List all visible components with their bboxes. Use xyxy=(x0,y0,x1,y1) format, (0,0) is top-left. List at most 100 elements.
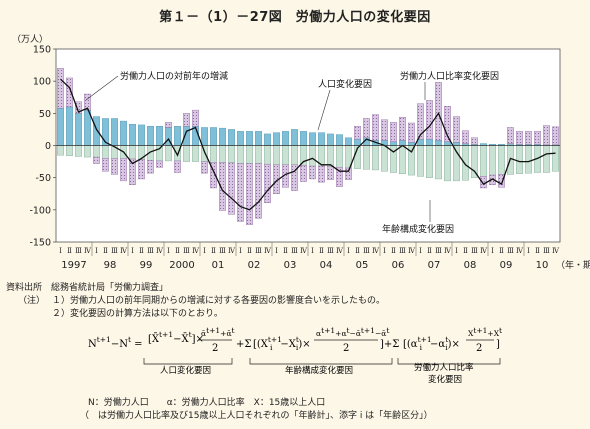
bar-participation xyxy=(120,158,127,182)
bar-participation xyxy=(534,131,541,145)
x-year-label: 02 xyxy=(248,260,261,271)
x-quarter-label: Ⅳ xyxy=(372,247,380,255)
x-quarter-label: Ⅲ xyxy=(219,247,226,255)
formula-label-part-1: 労働力人口比率 xyxy=(414,362,474,373)
bar-participation xyxy=(246,163,253,225)
x-quarter-label: Ⅰ xyxy=(527,247,530,255)
bar-participation xyxy=(354,125,361,140)
x-quarter-label: Ⅳ xyxy=(120,247,128,255)
bar-participation xyxy=(417,103,424,140)
bar-participation xyxy=(147,160,154,174)
chart-line xyxy=(60,78,556,211)
formula-term-part: [(αt+1 i −αt i)× xyxy=(403,335,460,352)
bar-participation xyxy=(453,116,460,143)
formula-frac3-num: Xt+1+Xt xyxy=(468,326,502,338)
x-year-label: 98 xyxy=(104,260,117,271)
x-quarter-label: Ⅱ xyxy=(463,247,468,255)
x-year-label: 10 xyxy=(536,260,549,271)
bar-participation xyxy=(75,101,82,114)
x-year-label: 1997 xyxy=(61,260,86,271)
bar-participation xyxy=(426,100,433,140)
formula-label-part-2: 変化要因 xyxy=(428,374,462,385)
note-head: （注） xyxy=(18,296,46,306)
bar-participation xyxy=(210,162,217,189)
y-tick-label: 150 xyxy=(33,45,51,56)
bar-participation xyxy=(57,68,64,109)
x-year-label: 06 xyxy=(392,260,405,271)
formula-label-pop: 人口変化要因 xyxy=(160,365,211,376)
formula-term-age: [(Xt+1 i −Xt i)× xyxy=(253,335,311,352)
x-quarter-label: Ⅲ xyxy=(435,247,442,255)
x-quarter-label: Ⅰ xyxy=(347,247,350,255)
x-quarter-label: Ⅱ xyxy=(67,247,72,255)
bar-participation xyxy=(345,167,352,180)
x-quarter-label: Ⅰ xyxy=(383,247,386,255)
bar-participation xyxy=(183,113,190,127)
x-quarter-label: Ⅳ xyxy=(336,247,344,255)
x-year-label: 09 xyxy=(500,260,513,271)
x-quarter-label: Ⅲ xyxy=(363,247,370,255)
y-tick-label: -100 xyxy=(29,205,51,216)
x-year-label: 08 xyxy=(464,260,477,271)
bar-participation xyxy=(552,126,559,146)
formula-lhs: Nt+1−Nt = xyxy=(88,335,143,350)
formula-frac2-num: αt+1+αt−ᾱt+1−ᾱt xyxy=(316,326,389,338)
bar-participation xyxy=(138,159,145,180)
line-labor-force-change xyxy=(60,78,556,211)
bar-participation xyxy=(462,130,469,144)
x-quarter-label: Ⅲ xyxy=(255,247,262,255)
x-quarter-label: Ⅱ xyxy=(535,247,540,255)
definitions-line-2: （ は労働力人口比率及び15歳以上人口それぞれの「年齢計」、添字 i は「年齢区… xyxy=(80,411,433,421)
formula-term-pop: [X̄t+1−X̄t]× xyxy=(148,330,204,345)
x-quarter-label: Ⅳ xyxy=(300,247,308,255)
x-quarter-label: Ⅱ xyxy=(103,247,108,255)
bar-participation xyxy=(255,163,262,219)
x-quarter-label: Ⅰ xyxy=(203,247,206,255)
x-quarter-label: Ⅲ xyxy=(327,247,334,255)
bar-participation xyxy=(300,165,307,182)
x-quarter-label: Ⅳ xyxy=(264,247,272,255)
x-quarter-label: Ⅱ xyxy=(247,247,252,255)
note-2: ２）変化要因の計算方法は以下のとおり。 xyxy=(52,309,223,319)
x-year-label: 07 xyxy=(428,260,441,271)
x-quarter-label: Ⅳ xyxy=(480,247,488,255)
bar-participation xyxy=(507,127,514,144)
bar-participation xyxy=(156,160,163,168)
bar-participation xyxy=(471,137,478,145)
x-year-label: 99 xyxy=(140,260,153,271)
bar-participation xyxy=(390,122,397,142)
svg-text:+Σ: +Σ xyxy=(236,339,251,350)
x-suffix-label: （年・期） xyxy=(556,259,590,271)
svg-text:2: 2 xyxy=(476,343,482,354)
bar-participation xyxy=(66,77,73,108)
bar-participation xyxy=(363,118,370,138)
x-quarter-label: Ⅰ xyxy=(275,247,278,255)
x-year-label: 05 xyxy=(356,260,369,271)
bar-participation xyxy=(327,166,334,180)
y-tick-label: -50 xyxy=(35,173,51,184)
x-quarter-label: Ⅲ xyxy=(75,247,82,255)
x-quarter-label: Ⅱ xyxy=(283,247,288,255)
y-unit-label: （万人） xyxy=(12,34,48,45)
x-quarter-label: Ⅳ xyxy=(408,247,416,255)
x-quarter-label: Ⅳ xyxy=(552,247,560,255)
y-tick-label: -150 xyxy=(29,238,51,249)
x-quarter-label: Ⅰ xyxy=(455,247,458,255)
annotation-age: 年齢構成変化要因 xyxy=(382,223,454,235)
svg-text:]+Σ: ]+Σ xyxy=(380,339,399,350)
annotation-participation: 労働力人口比率変化要因 xyxy=(400,70,499,82)
bar-participation xyxy=(444,106,451,142)
annotation-population: 人口変化要因 xyxy=(318,78,372,90)
x-quarter-label: Ⅱ xyxy=(319,247,324,255)
bar-participation xyxy=(435,82,442,141)
x-quarter-label: Ⅰ xyxy=(239,247,242,255)
bar-participation xyxy=(237,163,244,222)
bar-participation xyxy=(309,165,316,180)
x-quarter-label: Ⅲ xyxy=(471,247,478,255)
bar-participation xyxy=(543,125,550,146)
x-quarter-label: Ⅱ xyxy=(391,247,396,255)
